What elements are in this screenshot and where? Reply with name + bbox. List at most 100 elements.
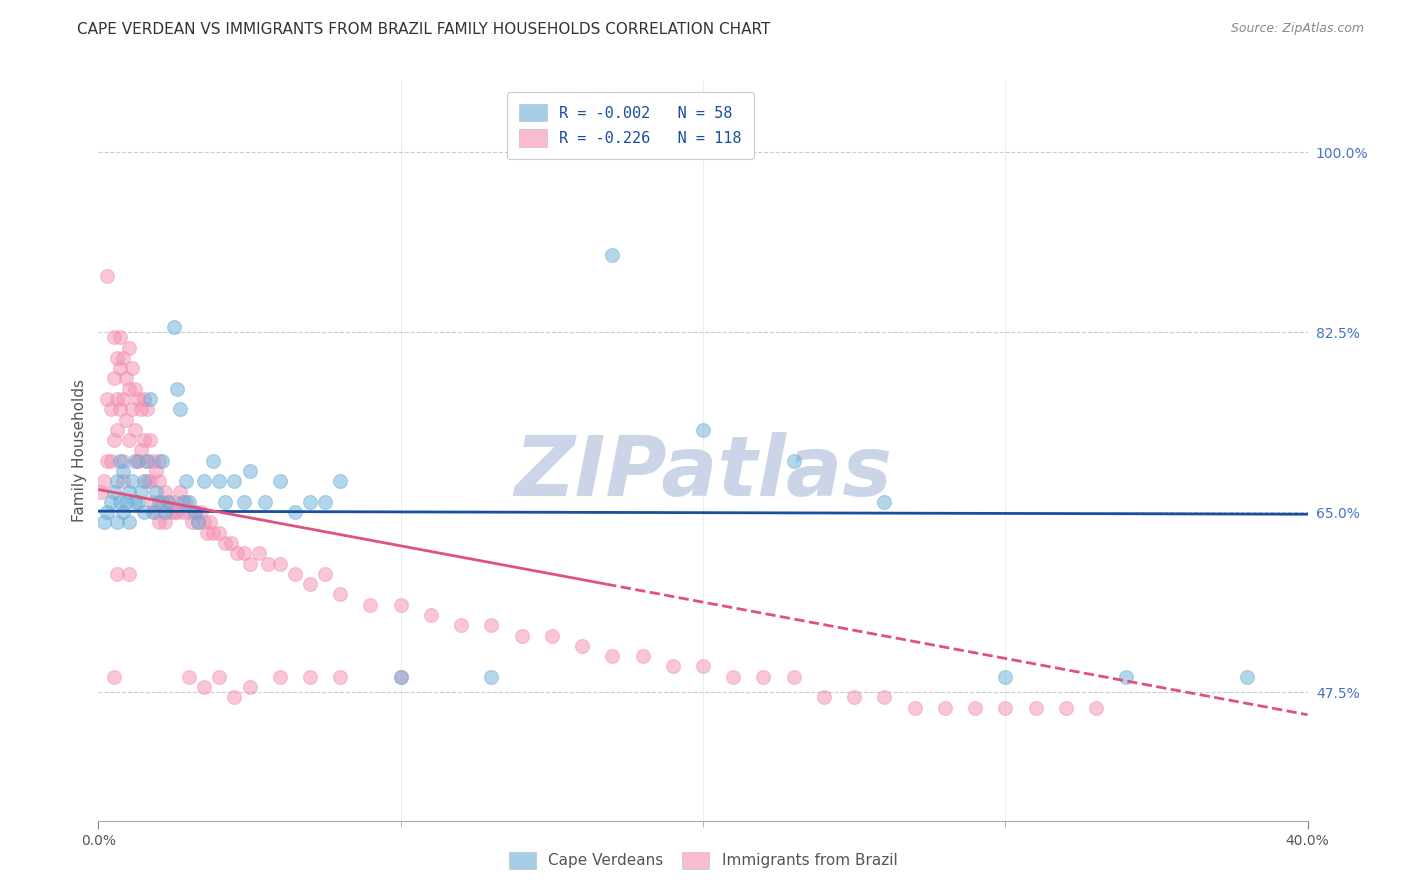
Point bbox=[111, 351, 134, 365]
Point bbox=[139, 392, 162, 406]
Point bbox=[96, 392, 118, 406]
Point bbox=[114, 495, 136, 509]
Point bbox=[96, 454, 118, 468]
Point bbox=[103, 330, 125, 344]
Point bbox=[239, 680, 262, 694]
Point bbox=[314, 566, 336, 581]
Point bbox=[132, 433, 155, 447]
Point bbox=[783, 670, 806, 684]
Point bbox=[184, 505, 207, 519]
Point bbox=[284, 566, 307, 581]
Point bbox=[172, 505, 194, 519]
Point bbox=[166, 505, 188, 519]
Point bbox=[181, 516, 204, 530]
Point bbox=[481, 618, 503, 632]
Point bbox=[145, 464, 167, 478]
Point bbox=[253, 495, 276, 509]
Point bbox=[111, 505, 134, 519]
Point bbox=[105, 475, 128, 489]
Point bbox=[692, 423, 714, 437]
Point bbox=[389, 670, 412, 684]
Point bbox=[661, 659, 683, 673]
Point bbox=[108, 495, 131, 509]
Point bbox=[202, 454, 225, 468]
Point bbox=[160, 505, 183, 519]
Point bbox=[179, 495, 201, 509]
Point bbox=[103, 670, 125, 684]
Point bbox=[153, 484, 176, 499]
Point bbox=[200, 516, 222, 530]
Point bbox=[139, 433, 162, 447]
Point bbox=[1115, 670, 1137, 684]
Point bbox=[1024, 700, 1046, 714]
Point bbox=[127, 454, 149, 468]
Point bbox=[121, 361, 143, 376]
Point bbox=[142, 495, 165, 509]
Point bbox=[269, 475, 291, 489]
Point bbox=[692, 659, 714, 673]
Point bbox=[127, 495, 149, 509]
Point bbox=[105, 392, 128, 406]
Point bbox=[224, 475, 246, 489]
Legend: Cape Verdeans, Immigrants from Brazil: Cape Verdeans, Immigrants from Brazil bbox=[498, 841, 908, 880]
Point bbox=[299, 495, 322, 509]
Point bbox=[193, 475, 215, 489]
Point bbox=[114, 371, 136, 385]
Point bbox=[602, 248, 624, 262]
Text: CAPE VERDEAN VS IMMIGRANTS FROM BRAZIL FAMILY HOUSEHOLDS CORRELATION CHART: CAPE VERDEAN VS IMMIGRANTS FROM BRAZIL F… bbox=[77, 22, 770, 37]
Point bbox=[108, 330, 131, 344]
Point bbox=[187, 516, 209, 530]
Point bbox=[148, 454, 170, 468]
Point bbox=[208, 670, 231, 684]
Point bbox=[510, 628, 533, 642]
Point bbox=[299, 670, 322, 684]
Point bbox=[118, 516, 141, 530]
Point bbox=[179, 505, 201, 519]
Point bbox=[813, 690, 835, 705]
Point bbox=[873, 690, 896, 705]
Point bbox=[118, 382, 141, 396]
Point bbox=[118, 433, 141, 447]
Point bbox=[111, 454, 134, 468]
Point bbox=[105, 351, 128, 365]
Point bbox=[118, 566, 141, 581]
Point bbox=[142, 454, 165, 468]
Point bbox=[174, 475, 197, 489]
Point bbox=[103, 484, 125, 499]
Point bbox=[994, 670, 1017, 684]
Point bbox=[108, 454, 131, 468]
Point bbox=[124, 454, 146, 468]
Point bbox=[723, 670, 745, 684]
Point bbox=[145, 484, 167, 499]
Point bbox=[153, 505, 176, 519]
Point bbox=[184, 505, 207, 519]
Point bbox=[153, 516, 176, 530]
Point bbox=[193, 516, 215, 530]
Point bbox=[169, 402, 191, 417]
Point bbox=[389, 598, 412, 612]
Point bbox=[420, 607, 443, 622]
Point bbox=[166, 382, 188, 396]
Point bbox=[93, 475, 115, 489]
Point bbox=[90, 484, 112, 499]
Point bbox=[1236, 670, 1258, 684]
Point bbox=[193, 680, 215, 694]
Point bbox=[247, 546, 270, 560]
Point bbox=[139, 475, 162, 489]
Point bbox=[783, 454, 806, 468]
Point bbox=[127, 392, 149, 406]
Point bbox=[150, 454, 173, 468]
Point bbox=[129, 443, 152, 458]
Point bbox=[163, 505, 186, 519]
Point bbox=[103, 433, 125, 447]
Point bbox=[111, 475, 134, 489]
Point bbox=[934, 700, 956, 714]
Point bbox=[148, 495, 170, 509]
Point bbox=[571, 639, 593, 653]
Point bbox=[208, 475, 231, 489]
Point bbox=[129, 402, 152, 417]
Point bbox=[256, 557, 278, 571]
Point bbox=[239, 464, 262, 478]
Point bbox=[111, 464, 134, 478]
Y-axis label: Family Households: Family Households bbox=[72, 379, 87, 522]
